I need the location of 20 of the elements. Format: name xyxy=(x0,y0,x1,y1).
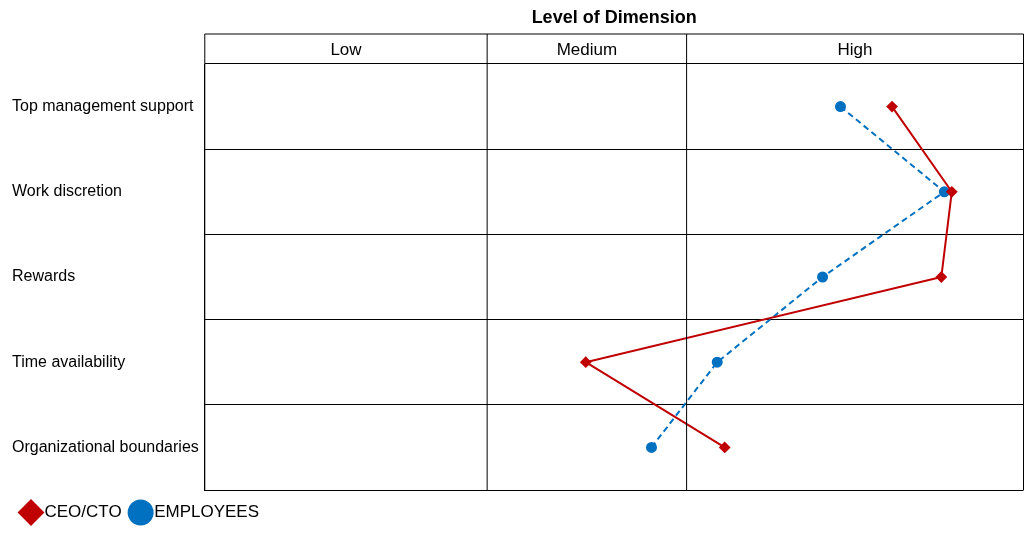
y-tick-label: Top management support xyxy=(12,97,194,115)
point xyxy=(711,356,723,368)
annotation: High xyxy=(837,39,873,59)
annotation: Low xyxy=(330,39,363,59)
point xyxy=(817,271,829,283)
point xyxy=(719,441,731,453)
y-tick-label: Time availability xyxy=(12,352,126,370)
legend-label: EMPLOYEES xyxy=(154,502,260,522)
y-tick-label: Rewards xyxy=(12,267,76,285)
point xyxy=(886,101,898,113)
y-tick-label: Organizational boundaries xyxy=(12,437,199,455)
legend-label: CEO/CTO xyxy=(44,502,122,522)
y-tick-label: Work discretion xyxy=(12,182,122,200)
point xyxy=(935,271,947,283)
annotation: Medium xyxy=(556,39,618,59)
point xyxy=(580,356,592,368)
point xyxy=(946,186,958,198)
point xyxy=(834,101,846,113)
x-axis-title: Level of Dimension xyxy=(531,6,697,27)
point xyxy=(645,441,657,453)
